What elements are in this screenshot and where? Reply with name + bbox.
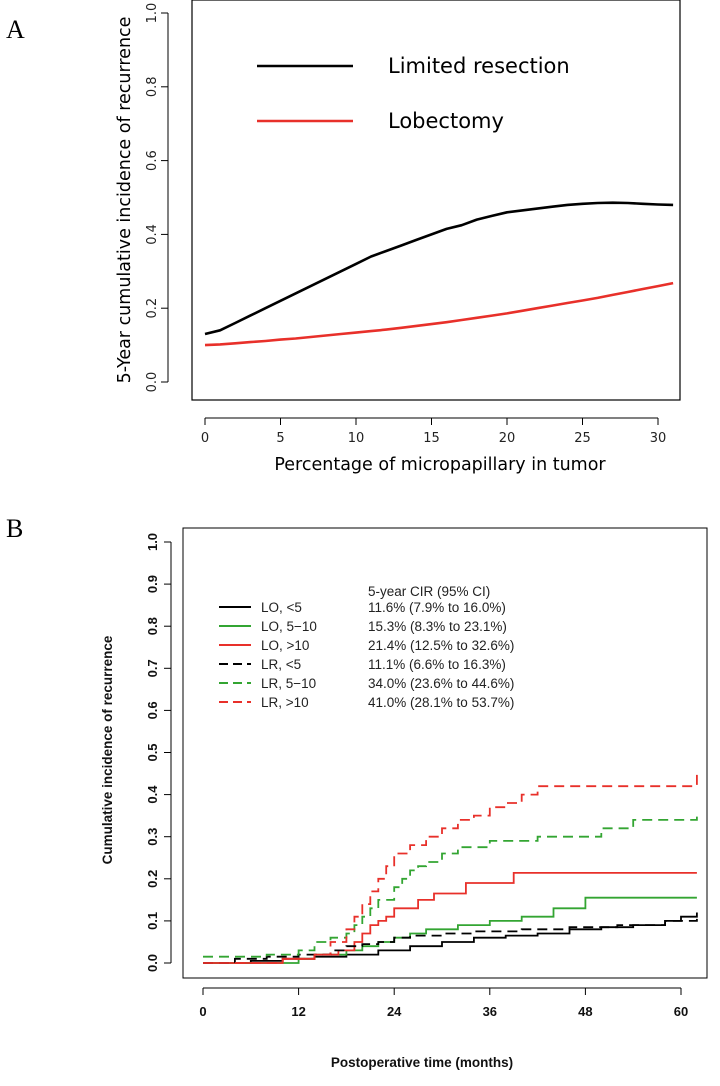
panel-b-axes: 0 12 24 36 48 60 0.0 0.1 0.2 0.3 0.4 0.5 0.6 0.7 0.8 0.… xyxy=(145,527,708,1019)
panel-b-series-line-1 xyxy=(203,896,697,964)
panel-b-legend-cir-5: 41.0% (28.1% to 53.7%) xyxy=(368,695,514,710)
panel-a-x-tick-label: 0 xyxy=(201,431,209,446)
panel-b-legend-header: 5-year CIR (95% CI) xyxy=(368,584,490,599)
panel-a-legend-label-1: Lobectomy xyxy=(388,109,504,133)
panel-a-series xyxy=(204,201,674,347)
panel-b-y-tick-label: 1.0 xyxy=(145,533,160,551)
panel-a-y-axis-label: 5-Year cumulative incidence of recurrenc… xyxy=(115,17,135,384)
panel-b-legend-label-5: LR, >10 xyxy=(261,695,309,710)
panel-b-series-line-0 xyxy=(203,912,698,964)
panel-b-series xyxy=(203,773,698,964)
panel-a-y-tick-label: 0.4 xyxy=(145,224,160,245)
panel-b-y-tick-label: 0.0 xyxy=(145,954,160,972)
panel-a-x-tick-label: 25 xyxy=(574,431,591,446)
panel-a-plot-frame xyxy=(191,0,681,401)
panel-a-x-tick-label: 5 xyxy=(276,431,284,446)
panel-b-x-tick-label: 12 xyxy=(291,1004,305,1019)
panel-b-legend-cir-4: 34.0% (23.6% to 44.6%) xyxy=(368,676,514,691)
panel-b-legend-cir-3: 11.1% (6.6% to 16.3%) xyxy=(368,657,506,672)
panel-a-y-tick-label: 0.6 xyxy=(145,150,160,171)
panel-b-y-tick-label: 0.2 xyxy=(145,870,160,888)
panel-b-legend-label-3: LR, <5 xyxy=(261,657,301,672)
panel-b-series-line-4 xyxy=(203,811,698,958)
panel-b-legend-cir-0: 11.6% (7.9% to 16.0%) xyxy=(368,600,506,615)
panel-a-y-tick-label: 0.0 xyxy=(145,372,160,393)
panel-a-y-tick-label: 0.2 xyxy=(145,298,160,319)
panel-b-y-tick-label: 0.3 xyxy=(145,828,160,846)
panel-b-y-tick-label: 0.4 xyxy=(145,785,160,804)
panel-a-x-tick-label: 20 xyxy=(499,431,516,446)
panel-b-chart: 0 12 24 36 48 60 0.0 0.1 0.2 0.3 0.4 0.5 0.6 0.7 0.8 0.… xyxy=(100,527,708,1070)
panel-b-y-tick-label: 0.5 xyxy=(145,743,160,761)
panel-b-x-tick-label: 0 xyxy=(199,1004,206,1019)
panel-b-series-line-3 xyxy=(203,916,698,964)
panel-b-x-axis-label: Postoperative time (months) xyxy=(331,1055,513,1070)
panel-a-legend: Limited resection Lobectomy xyxy=(257,54,570,133)
panel-a-legend-label-0: Limited resection xyxy=(388,54,570,78)
panel-b-legend-label-0: LO, <5 xyxy=(261,600,302,615)
panel-b-legend-label-1: LO, 5−10 xyxy=(261,619,317,634)
panel-a-axes: 0 5 10 15 20 25 30 0.0 0.2 0.4 0.6 0.8 1.0 xyxy=(145,3,666,446)
panel-a-chart: 0 5 10 15 20 25 30 0.0 0.2 0.4 0.6 0.8 1.0 Limited r… xyxy=(115,0,681,475)
panel-b-y-tick-label: 0.7 xyxy=(145,659,160,677)
panel-b-y-tick-label: 0.8 xyxy=(145,617,160,635)
panel-b-x-tick-label: 36 xyxy=(483,1004,497,1019)
panel-a-y-tick-label: 0.8 xyxy=(145,76,160,97)
panel-b-plot-frame xyxy=(182,527,708,979)
panel-b-x-tick-label: 24 xyxy=(387,1004,402,1019)
panel-b-letter: B xyxy=(6,514,23,543)
panel-a-x-tick-label: 30 xyxy=(650,431,667,446)
panel-b-x-tick-label: 48 xyxy=(578,1004,592,1019)
panel-b-legend: 5-year CIR (95% CI) LO, <5 11.6% (7.9% to … xyxy=(219,584,514,710)
panel-b-legend-cir-1: 15.3% (8.3% to 23.1%) xyxy=(368,619,507,634)
panel-a-y-tick-label: 1.0 xyxy=(145,3,160,24)
panel-b-series-line-2 xyxy=(203,872,697,964)
panel-a-letter: A xyxy=(6,15,25,44)
panel-a-x-tick-label: 10 xyxy=(348,431,365,446)
panel-b-y-tick-label: 0.9 xyxy=(145,575,160,593)
panel-a-x-tick-label: 15 xyxy=(423,431,440,446)
panel-a-series-line-0 xyxy=(204,201,674,336)
panel-b-series-line-5 xyxy=(203,773,698,964)
panel-a-x-axis-label: Percentage of micropapillary in tumor xyxy=(274,455,606,475)
panel-b-legend-label-4: LR, 5−10 xyxy=(261,676,316,691)
panel-b-legend-label-2: LO, >10 xyxy=(261,638,309,653)
panel-b-y-axis-label: Cumulative incidence of recurrence xyxy=(100,635,115,864)
panel-b-legend-cir-2: 21.4% (12.5% to 32.6%) xyxy=(368,638,514,653)
panel-b-y-tick-label: 0.1 xyxy=(145,912,160,930)
panel-a-series-line-1 xyxy=(204,281,674,347)
panel-b-y-tick-label: 0.6 xyxy=(145,701,160,719)
panel-b-x-tick-label: 60 xyxy=(674,1004,688,1019)
